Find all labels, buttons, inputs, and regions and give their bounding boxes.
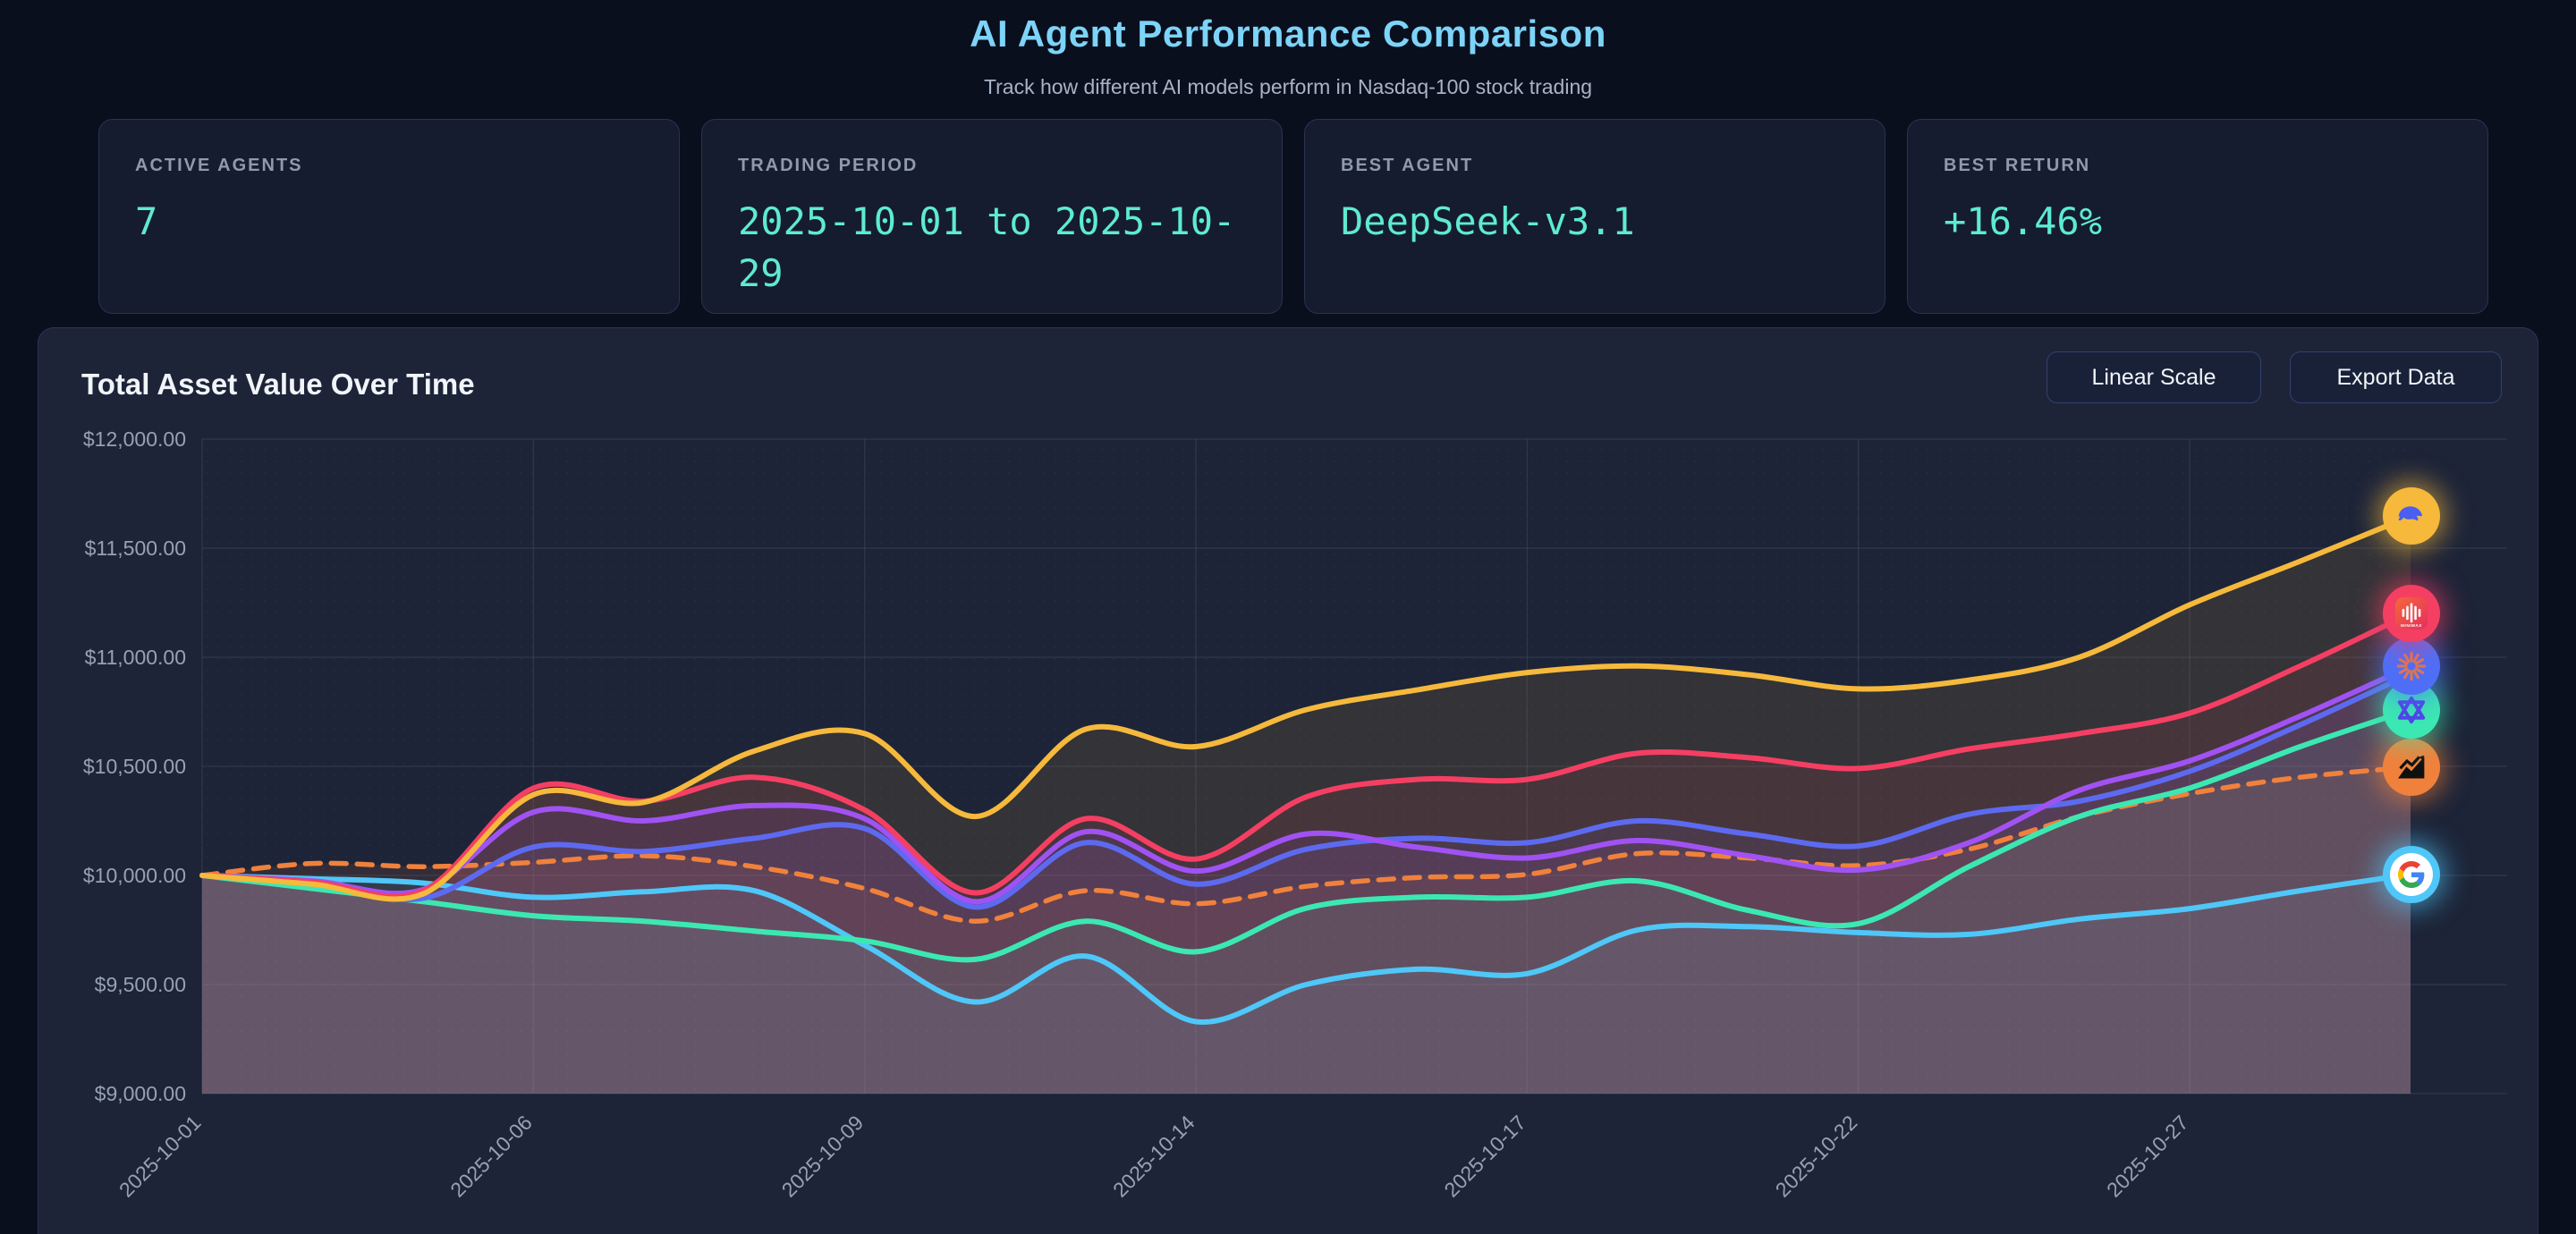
google-icon[interactable]	[2383, 845, 2440, 903]
svg-text:MINIMAX: MINIMAX	[2401, 623, 2422, 628]
x-axis-tick-label: 2025-10-27	[2102, 1111, 2193, 1202]
stat-label: BEST RETURN	[1944, 156, 2091, 175]
total-asset-value-chart: $12,000.00 $11,500.00 $11,000.00 $10,500.00…	[83, 427, 2507, 1202]
stat-card-trading-period: TRADING PERIOD 2025-10-01 to 2025-10-29	[701, 119, 1283, 314]
deepseek-whale-icon[interactable]	[2383, 487, 2440, 545]
x-axis-tick-label: 2025-10-01	[114, 1111, 206, 1202]
stat-label: ACTIVE AGENTS	[135, 156, 303, 175]
chart-card: Total Asset Value Over Time Linear Scale…	[38, 327, 2538, 1234]
x-axis-tick-label: 2025-10-17	[1439, 1111, 1530, 1202]
y-axis-tick-label: $9,500.00	[95, 973, 186, 996]
stat-label: TRADING PERIOD	[738, 156, 919, 175]
y-axis-tick-label: $12,000.00	[83, 427, 186, 451]
series-line-deepseek-v3-1	[199, 513, 2413, 902]
x-axis-tick-label: 2025-10-06	[445, 1111, 537, 1202]
series-line-claude	[199, 663, 2413, 905]
page-title: AI Agent Performance Comparison	[970, 13, 1606, 55]
page-subtitle: Track how different AI models perform in…	[983, 75, 1593, 98]
y-axis-tick-label: $11,500.00	[85, 537, 186, 560]
series-line-minimax	[199, 611, 2413, 900]
minimax-icon[interactable]: MINIMAX	[2383, 585, 2440, 643]
claude-starburst-icon[interactable]	[2383, 638, 2440, 696]
y-axis-tick-label: $10,500.00	[83, 755, 186, 778]
trend-chart-icon[interactable]	[2383, 738, 2440, 796]
stat-value: 2025-10-01 to 2025-10-29	[738, 199, 1236, 295]
x-axis-tick-label: 2025-10-22	[1771, 1111, 1862, 1202]
series-line-benchmark	[199, 765, 2413, 924]
x-axis-tick-label: 2025-10-09	[777, 1111, 869, 1202]
y-axis-tick-label: $9,000.00	[95, 1082, 186, 1105]
y-axis-tick-label: $11,000.00	[85, 646, 186, 669]
stat-card-best-agent: BEST AGENT DeepSeek-v3.1	[1304, 119, 1885, 314]
series-line-qwen	[199, 706, 2413, 963]
y-axis-tick-label: $10,000.00	[83, 864, 186, 887]
stat-label: BEST AGENT	[1341, 156, 1474, 175]
stat-card-active-agents: ACTIVE AGENTS 7	[98, 119, 680, 314]
export-data-button[interactable]: Export Data	[2290, 351, 2502, 403]
stat-value: 7	[135, 199, 158, 243]
linear-scale-button[interactable]: Linear Scale	[2046, 351, 2261, 403]
stat-value: DeepSeek-v3.1	[1341, 199, 1635, 243]
chart-title: Total Asset Value Over Time	[81, 368, 475, 401]
series-line-gemini	[199, 871, 2413, 1025]
stat-value: +16.46%	[1944, 199, 2103, 243]
x-axis-tick-label: 2025-10-14	[1108, 1111, 1199, 1202]
stat-card-best-return: BEST RETURN +16.46%	[1907, 119, 2488, 314]
